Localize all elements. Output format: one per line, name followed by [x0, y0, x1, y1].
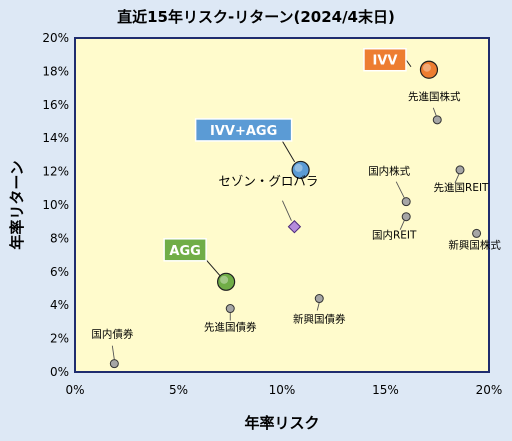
x-tick-label: 20%	[476, 383, 503, 397]
callout-ivv	[363, 47, 407, 72]
y-tick-label: 8%	[50, 231, 69, 245]
y-axis-title: 年率リターン	[8, 160, 26, 249]
point-ivv	[419, 60, 439, 79]
y-tick-label: 20%	[42, 31, 69, 45]
point-item	[314, 294, 324, 304]
x-tick-label: 10%	[269, 383, 296, 397]
point-reit	[401, 212, 411, 222]
label-item: 国内債券	[91, 328, 133, 341]
x-axis-ticks: 0% 5% 10% 15% 20%	[65, 383, 502, 397]
point-item	[109, 359, 119, 369]
point-item	[401, 197, 411, 207]
leader-agg	[205, 259, 221, 277]
leader-item	[282, 200, 292, 221]
point-item	[287, 220, 302, 234]
label-item: 新興国株式	[448, 238, 501, 251]
leader-item	[432, 107, 437, 116]
x-axis-title: 年率リスク	[244, 414, 319, 432]
callout-ivv-agg	[194, 118, 293, 142]
y-tick-label: 0%	[50, 365, 69, 379]
plot-area	[74, 37, 490, 373]
label-reit: 国内REIT	[372, 229, 417, 242]
leader-item	[395, 181, 405, 198]
point-ivv-agg	[291, 160, 310, 180]
label-item: 国内株式	[368, 165, 410, 178]
y-tick-label: 4%	[50, 298, 69, 312]
point-highlight	[294, 163, 303, 172]
y-tick-label: 2%	[50, 332, 69, 346]
point-agg	[217, 272, 236, 291]
point-item	[225, 304, 235, 314]
label-item: 新興国債券	[293, 313, 346, 326]
y-tick-label: 10%	[42, 198, 69, 212]
y-tick-label: 6%	[50, 265, 69, 279]
leader-reit	[399, 220, 405, 230]
data-points	[109, 60, 482, 369]
label-item: セゾン・グロバラ	[218, 174, 318, 189]
point-highlight	[422, 63, 431, 72]
callout-agg	[163, 238, 207, 262]
y-tick-label: 12%	[42, 165, 69, 179]
point-highlight	[220, 275, 229, 284]
y-tick-label: 14%	[42, 131, 69, 145]
label-ivv-agg: IVV+AGG	[210, 124, 277, 139]
point-item	[432, 115, 442, 125]
leader-ivv-agg	[281, 139, 296, 163]
label-item: 先進国債券	[204, 321, 257, 334]
leader-reit	[454, 173, 460, 184]
leader-item	[316, 302, 320, 311]
y-tick-label: 16%	[42, 98, 69, 112]
label-agg: AGG	[169, 244, 200, 259]
leader-ivv	[405, 59, 412, 68]
label-ivv: IVV	[372, 54, 397, 69]
x-tick-label: 0%	[65, 383, 84, 397]
label-item: 先進国株式	[408, 90, 461, 103]
leader-item	[111, 345, 115, 360]
chart-title: 直近15年リスク-リターン(2024/4末日)	[117, 8, 395, 26]
y-tick-label: 18%	[42, 64, 69, 78]
leader-lines	[111, 59, 460, 360]
point-item	[472, 228, 482, 238]
point-reit	[455, 165, 465, 175]
x-tick-label: 15%	[372, 383, 399, 397]
y-axis-ticks: 0% 2% 4% 6% 8% 10% 12% 14% 16% 18% 20%	[42, 31, 69, 379]
label-reit: 先進国REIT	[434, 182, 490, 194]
x-tick-label: 5%	[169, 383, 188, 397]
